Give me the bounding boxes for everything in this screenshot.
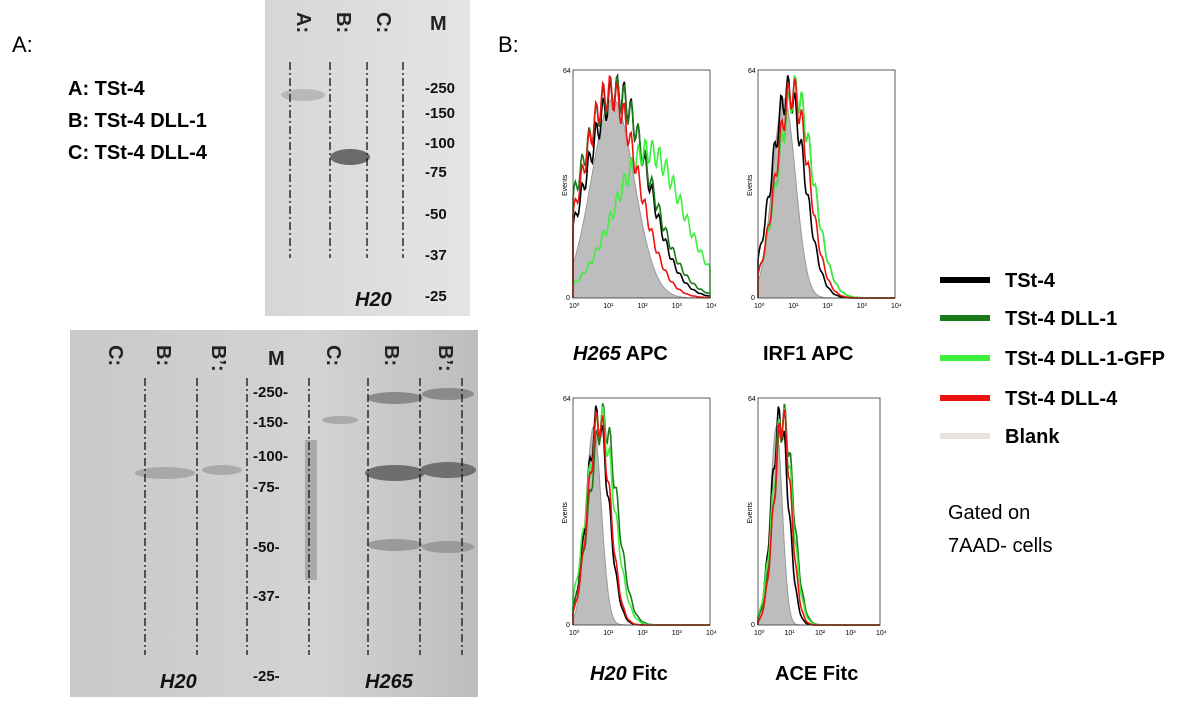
histogram-label: H20 Fitc	[590, 663, 668, 685]
x-tick-label: 10⁴	[891, 303, 902, 310]
marker-label: -50	[425, 206, 447, 223]
band	[281, 89, 325, 101]
marker-label: -100-	[253, 448, 288, 465]
channel: APC	[626, 343, 668, 365]
marker-label: -250	[425, 80, 455, 97]
marker-label: -150-	[253, 414, 288, 431]
legend-label: TSt-4	[1005, 270, 1056, 292]
histogram: 64 0 Events 10⁰ 10¹ 10² 10³ 10⁴ H265 APC	[562, 68, 717, 365]
marker-label: -37	[425, 247, 447, 264]
x-tick-label: 10⁰	[754, 629, 765, 637]
x-tick-label: 10¹	[785, 630, 796, 637]
y-max: 64	[563, 68, 571, 75]
legend-label: Blank	[1005, 426, 1060, 448]
y-axis-label: Events	[747, 174, 754, 196]
sample-key: B: TSt-4 DLL-1	[68, 110, 207, 132]
lane-label: B’:	[434, 345, 456, 372]
marker-label: -75	[425, 164, 447, 181]
antibody: H20	[590, 663, 627, 685]
plot-frame	[572, 397, 711, 626]
lane-label: M	[268, 348, 285, 370]
lane-label: B:	[152, 345, 174, 366]
channel: IRF1 APC	[763, 343, 853, 365]
y-axis-label: Events	[562, 502, 569, 524]
x-tick-label: 10³	[846, 630, 857, 637]
antibody: H265	[573, 343, 622, 365]
lane-label: C:	[104, 345, 126, 366]
histogram-curve	[572, 74, 711, 299]
marker-label: -25	[425, 288, 447, 305]
marker-label: -100	[425, 135, 455, 152]
x-tick-label: 10¹	[603, 630, 614, 637]
y-max: 64	[563, 396, 571, 403]
sample-key: C: TSt-4 DLL-4	[68, 142, 208, 164]
lane-label: C:	[322, 345, 344, 366]
histogram: 64 0 Events 10⁰ 10¹ 10² 10³ 10⁴ IRF1 APC	[747, 68, 902, 365]
marker-lane: M	[430, 13, 447, 35]
panel-label: B:	[498, 32, 519, 57]
blank-histogram	[572, 98, 710, 299]
x-tick-label: 10¹	[788, 303, 799, 310]
bottom-blot	[70, 330, 478, 697]
x-tick-label: 10⁴	[706, 630, 717, 637]
y-max: 64	[748, 396, 756, 403]
y-min: 0	[566, 295, 570, 302]
histogram-label: IRF1 APC	[763, 343, 853, 365]
x-tick-label: 10⁰	[569, 302, 580, 310]
channel: Fitc	[632, 663, 668, 685]
x-tick-label: 10⁴	[706, 303, 717, 310]
y-axis-label: Events	[562, 174, 569, 196]
marker-label: -37-	[253, 588, 280, 605]
plot-frame	[757, 69, 896, 299]
band	[330, 149, 370, 165]
x-tick-label: 10²	[638, 303, 649, 310]
y-min: 0	[566, 622, 570, 629]
lane-label: A:	[292, 12, 314, 33]
histogram: 64 0 Events 10⁰ 10¹ 10² 10³ 10⁴ H20 Fitc	[562, 396, 717, 685]
lane-label: C:	[372, 12, 394, 33]
marker-label: -75-	[253, 479, 280, 496]
x-tick-label: 10⁴	[876, 630, 887, 637]
x-tick-label: 10⁰	[754, 302, 765, 310]
lane-label: B’:	[207, 345, 229, 372]
panel-label: A:	[12, 32, 33, 57]
histogram: 64 0 Events 10⁰ 10¹ 10² 10³ 10⁴ ACE Fitc	[747, 396, 887, 685]
lane-dividers	[144, 62, 463, 655]
lane-label: B:	[332, 12, 354, 33]
lane-label: B:	[380, 345, 402, 366]
x-tick-label: 10³	[672, 303, 683, 310]
legend-label: TSt-4 DLL-4	[1005, 388, 1118, 410]
antibody-label: H20	[160, 671, 197, 693]
sample-key: A: TSt-4	[68, 78, 146, 100]
channel: ACE Fitc	[775, 663, 858, 685]
note: Gated on	[948, 502, 1030, 524]
x-tick-label: 10¹	[603, 303, 614, 310]
plot-frame	[572, 69, 711, 299]
histogram-curve	[572, 137, 711, 298]
x-tick-label: 10³	[857, 303, 868, 310]
x-tick-label: 10²	[815, 630, 826, 637]
marker-label: -50-	[253, 539, 280, 556]
x-tick-label: 10⁰	[569, 629, 580, 637]
histogram-label: ACE Fitc	[775, 663, 858, 685]
antibody-label: H265	[365, 671, 414, 693]
y-axis-label: Events	[747, 502, 754, 524]
legend-label: TSt-4 DLL-1	[1005, 308, 1117, 330]
histogram-label: H265 APC	[573, 343, 668, 365]
marker-label: -250-	[253, 384, 288, 401]
marker-label: -150	[425, 105, 455, 122]
x-tick-label: 10²	[823, 303, 834, 310]
y-max: 64	[748, 68, 756, 75]
y-min: 0	[751, 295, 755, 302]
x-tick-label: 10²	[638, 630, 649, 637]
y-min: 0	[751, 622, 755, 629]
x-tick-label: 10³	[672, 630, 683, 637]
note: 7AAD- cells	[948, 535, 1052, 557]
marker-label: -25-	[253, 668, 280, 685]
legend-label: TSt-4 DLL-1-GFP	[1005, 348, 1165, 370]
antibody-label: H20	[355, 289, 392, 311]
plot-frame	[757, 397, 881, 626]
